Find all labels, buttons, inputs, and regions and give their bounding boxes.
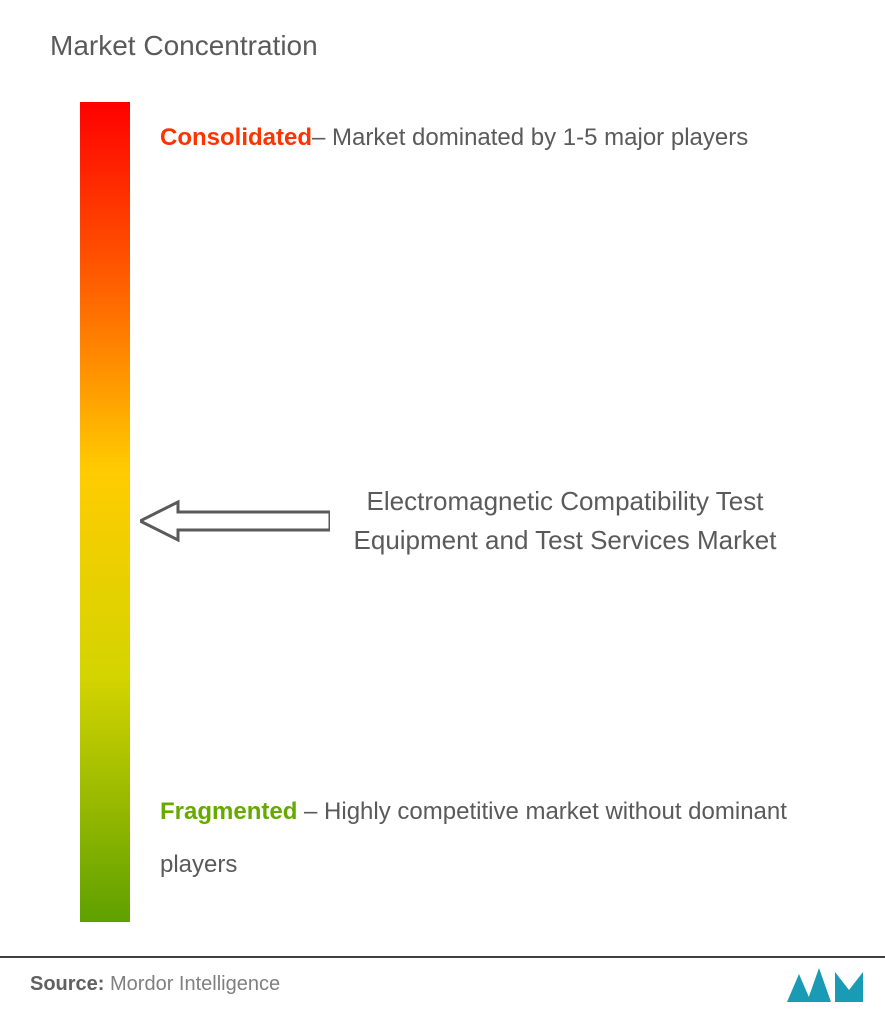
fragmented-description: Fragmented – Highly competitive market w… bbox=[160, 786, 860, 892]
source-label: Source: bbox=[30, 973, 104, 995]
consolidated-text: – Market dominated by 1-5 major players bbox=[312, 124, 748, 151]
source-text: Source: Mordor Intelligence bbox=[30, 973, 280, 996]
consolidated-highlight: Consolidated bbox=[160, 124, 312, 151]
content-area: Consolidated– Market dominated by 1-5 ma… bbox=[30, 102, 855, 922]
footer: Source: Mordor Intelligence bbox=[0, 956, 885, 1010]
source-value: Mordor Intelligence bbox=[104, 973, 280, 995]
brand-logo-icon bbox=[787, 966, 865, 1002]
concentration-gradient-bar bbox=[80, 102, 130, 922]
market-label: Electromagnetic Compatibility Test Equip… bbox=[350, 482, 780, 560]
fragmented-highlight: Fragmented bbox=[160, 798, 297, 825]
infographic-container: Market Concentration Consolidated– Marke… bbox=[0, 0, 885, 1010]
consolidated-description: Consolidated– Market dominated by 1-5 ma… bbox=[160, 112, 840, 165]
arrow-left-icon bbox=[140, 499, 330, 543]
page-title: Market Concentration bbox=[30, 30, 855, 62]
market-indicator: Electromagnetic Compatibility Test Equip… bbox=[140, 482, 780, 560]
